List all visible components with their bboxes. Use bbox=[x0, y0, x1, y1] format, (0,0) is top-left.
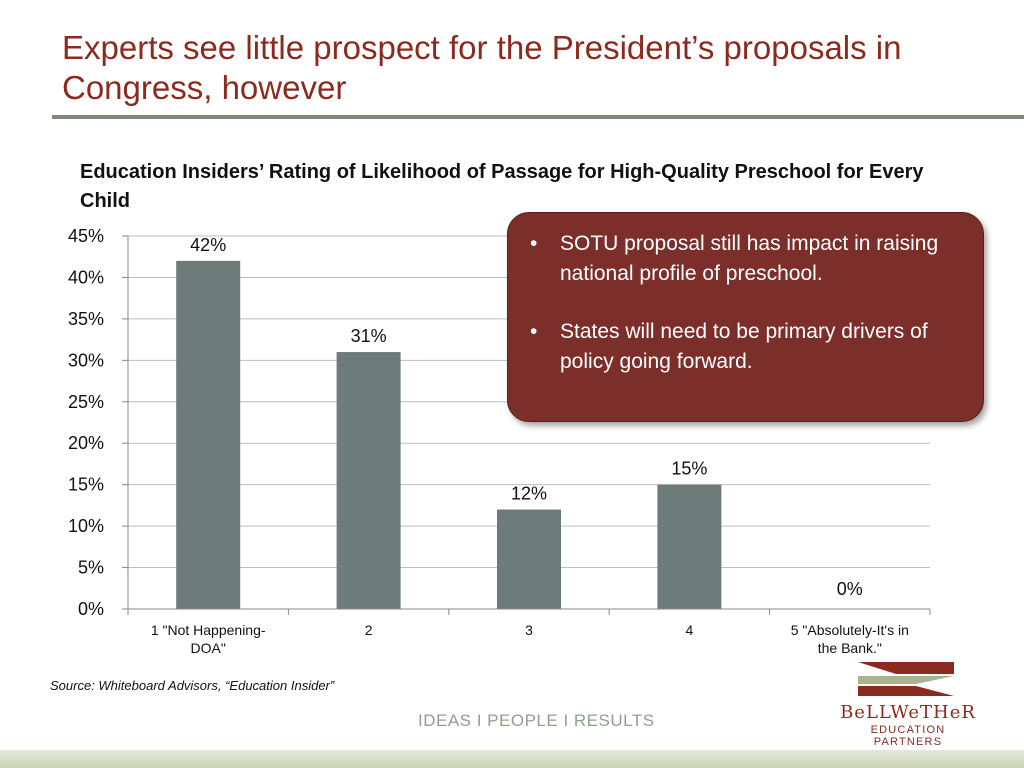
x-tick-label: 5 "Absolutely-It's in the Bank." bbox=[791, 622, 909, 656]
y-tick-label: 20% bbox=[68, 433, 104, 453]
data-label: 0% bbox=[837, 579, 863, 599]
y-tick-label: 15% bbox=[68, 475, 104, 495]
callout-box: • SOTU proposal still has impact in raisi… bbox=[507, 212, 984, 422]
x-tick-label: 3 bbox=[525, 622, 533, 638]
x-tick-label-line: 5 "Absolutely-It's in bbox=[791, 622, 909, 638]
x-tick-label-line: 3 bbox=[525, 622, 533, 638]
title-rule bbox=[52, 115, 1024, 119]
callout-bullet: • States will need to be primary drivers … bbox=[530, 317, 963, 377]
tagline: IDEAS I PEOPLE I RESULTS bbox=[418, 711, 655, 730]
y-tick-label: 25% bbox=[68, 392, 104, 412]
bar bbox=[336, 352, 401, 609]
bar bbox=[497, 509, 561, 609]
x-tick-label-line: DOA" bbox=[191, 640, 226, 656]
logo-subtitle: EDUCATION PARTNERS bbox=[870, 724, 946, 748]
bullet-icon: • bbox=[530, 232, 538, 255]
footer-band bbox=[0, 750, 1024, 768]
bars bbox=[176, 260, 722, 609]
callout-bullet-text: SOTU proposal still has impact in raisin… bbox=[560, 232, 939, 285]
callout-bullet-text: States will need to be primary drivers o… bbox=[560, 320, 928, 373]
y-tick-label: 40% bbox=[68, 267, 104, 287]
chart-title: Education Insiders’ Rating of Likelihood… bbox=[80, 161, 924, 212]
bar bbox=[176, 260, 241, 609]
x-tick-label-line: 1 "Not Happening- bbox=[151, 622, 266, 638]
callout-bullet: • SOTU proposal still has impact in raisi… bbox=[530, 229, 963, 289]
logo-name: BeLLWeTHeR bbox=[840, 702, 976, 723]
x-tick-label-line: the Bank." bbox=[818, 640, 882, 656]
x-tick-label-line: 2 bbox=[365, 622, 373, 638]
axes: 0%5%10%15%20%25%30%35%40%45%1 "Not Happe… bbox=[68, 226, 931, 656]
y-tick-label: 35% bbox=[68, 309, 104, 329]
x-tick-label-line: 4 bbox=[686, 622, 694, 638]
slide-title: Experts see little prospect for the Pres… bbox=[62, 29, 902, 106]
x-tick-label: 2 bbox=[365, 622, 373, 638]
x-tick-label: 1 "Not Happening- DOA" bbox=[151, 622, 266, 656]
callout-list: • SOTU proposal still has impact in raisi… bbox=[530, 229, 963, 377]
data-label: 12% bbox=[511, 484, 547, 504]
bar bbox=[657, 484, 722, 609]
data-label: 15% bbox=[671, 459, 707, 479]
y-tick-label: 0% bbox=[78, 599, 104, 619]
x-tick-label: 4 bbox=[686, 622, 694, 638]
bellwether-logo-icon bbox=[858, 662, 954, 696]
data-label: 31% bbox=[351, 326, 387, 346]
source-note: Source: Whiteboard Advisors, “Education … bbox=[50, 678, 335, 693]
data-label: 42% bbox=[190, 235, 226, 255]
y-tick-label: 30% bbox=[68, 350, 104, 370]
y-tick-label: 10% bbox=[68, 516, 104, 536]
bullet-icon: • bbox=[530, 320, 538, 343]
y-tick-label: 5% bbox=[78, 558, 104, 578]
data-labels: 42% 31% 12% 15% 0% bbox=[190, 235, 863, 599]
y-tick-label: 45% bbox=[68, 226, 104, 246]
